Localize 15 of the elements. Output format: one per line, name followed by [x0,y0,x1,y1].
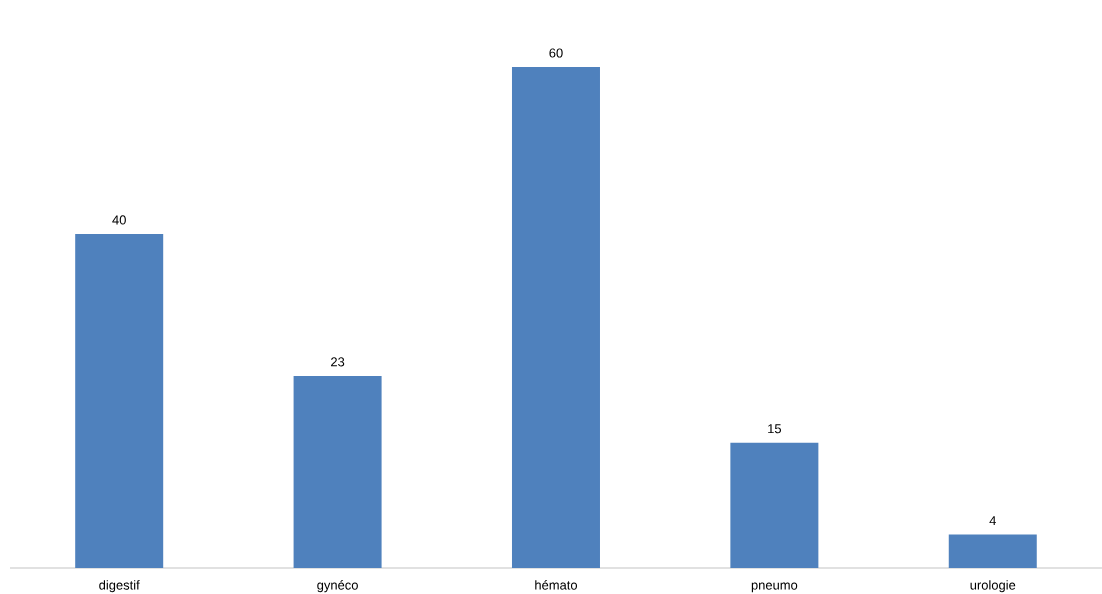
data-label: 4 [989,516,996,526]
bar [511,67,600,568]
bar [293,375,382,568]
x-tick-label: gynéco [317,579,358,593]
bar [730,442,819,568]
x-tick-label: digestif [99,580,140,593]
x-tick-label: pneumo [751,582,798,593]
bar [75,234,164,568]
x-tick-label: hémato [535,579,578,590]
bar [948,534,1037,568]
x-tick-label: urologie [970,580,1016,593]
data-label: 60 [549,48,563,58]
data-label: 15 [768,424,782,434]
data-label: 23 [331,357,345,367]
data-label: 40 [112,215,126,225]
